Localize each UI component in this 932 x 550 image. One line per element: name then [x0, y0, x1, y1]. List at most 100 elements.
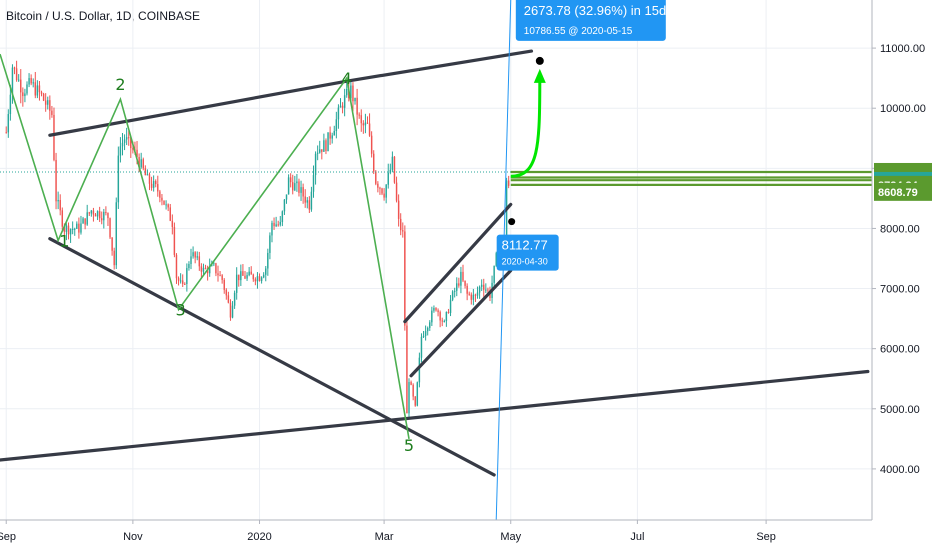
candle-body — [84, 218, 86, 225]
candle-body — [437, 310, 439, 313]
candle-body — [366, 122, 369, 124]
candle-body — [24, 93, 26, 97]
candle — [275, 216, 277, 228]
candle-body — [53, 114, 55, 160]
candle-body — [244, 275, 246, 279]
candle-body — [391, 156, 394, 170]
candle — [171, 214, 174, 235]
candle — [325, 138, 327, 155]
candle-body — [117, 155, 120, 203]
candle-body — [159, 191, 161, 198]
candle-body — [260, 277, 263, 281]
start-date-label: 2020-04-30 — [502, 257, 548, 267]
candle-body — [406, 325, 408, 414]
candle — [105, 206, 107, 216]
candle — [352, 82, 354, 112]
candle — [157, 175, 159, 197]
candle-body — [20, 79, 22, 93]
candle — [202, 263, 205, 276]
candle — [356, 88, 358, 126]
wave-label-3: 3 — [176, 301, 186, 320]
candle — [198, 251, 201, 271]
candle-body — [76, 223, 78, 229]
candle — [472, 288, 475, 306]
candle-body — [90, 210, 93, 214]
candle-body — [221, 275, 223, 280]
candle-body — [296, 181, 298, 184]
candle — [159, 189, 161, 203]
candle — [140, 152, 142, 169]
candle — [229, 299, 232, 321]
candle-body — [202, 267, 205, 272]
candle — [148, 172, 151, 191]
candle — [289, 173, 292, 188]
candle-body — [169, 207, 171, 221]
candle-body — [61, 210, 64, 227]
candle-body — [144, 168, 147, 176]
candle — [233, 290, 236, 309]
candle-body — [109, 218, 111, 238]
candle — [431, 306, 433, 326]
scale-label: 8608.79 — [878, 187, 918, 199]
candle — [32, 78, 34, 88]
candle-body — [136, 149, 138, 158]
candle — [96, 210, 99, 221]
candle-body — [345, 89, 348, 96]
candle — [485, 283, 487, 293]
candle-body — [298, 181, 300, 193]
candle — [231, 301, 234, 319]
candle — [458, 277, 460, 288]
candle — [468, 291, 470, 296]
candle-body — [55, 159, 57, 202]
candle-body — [464, 280, 466, 286]
candle-body — [105, 211, 107, 213]
candle-body — [435, 307, 437, 311]
candle — [173, 222, 176, 258]
elliott-wave-path — [0, 53, 410, 439]
candle — [267, 248, 269, 276]
candle-body — [123, 139, 126, 143]
candle-body — [163, 200, 165, 205]
candle — [399, 213, 402, 236]
candle — [11, 64, 14, 104]
price-tick-label: 5000.00 — [880, 404, 920, 416]
candle-body — [217, 273, 219, 276]
candle-body — [337, 107, 340, 120]
candle — [92, 207, 95, 222]
candle-body — [470, 294, 473, 300]
candle — [387, 163, 389, 189]
candle — [38, 80, 41, 101]
trendline — [345, 49, 534, 83]
candle — [24, 88, 26, 103]
candle — [5, 126, 7, 134]
candle-body — [157, 184, 159, 192]
time-tick-label: Mar — [375, 531, 394, 543]
candle-body — [256, 276, 259, 282]
candle — [308, 196, 311, 214]
candle — [256, 272, 259, 289]
candle-body — [192, 252, 194, 257]
candle-body — [265, 268, 267, 275]
candle — [474, 293, 477, 302]
candle-body — [181, 280, 184, 284]
candle — [206, 265, 209, 281]
candle — [22, 87, 24, 107]
wave-label-1: 1 — [59, 231, 69, 250]
price-tick-label: 8000.00 — [880, 223, 920, 235]
candle-body — [227, 295, 230, 303]
candle-body — [507, 180, 510, 186]
candle — [111, 237, 113, 256]
candle-body — [125, 137, 128, 140]
candle — [71, 221, 74, 235]
candle — [184, 282, 186, 286]
candle — [335, 111, 338, 139]
candle — [292, 174, 294, 195]
candle-body — [254, 279, 257, 282]
candle — [88, 211, 91, 216]
candle — [470, 292, 473, 305]
candle-body — [30, 78, 32, 84]
candle-body — [206, 268, 209, 274]
candle — [337, 104, 340, 129]
price-tick-label: 10000.00 — [880, 103, 926, 115]
